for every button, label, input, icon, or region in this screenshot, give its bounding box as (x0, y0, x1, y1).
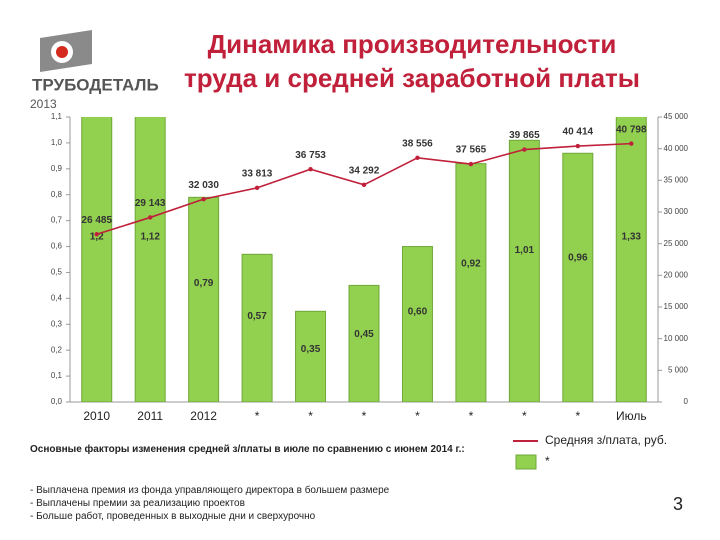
y-tick-label: 0,4 (51, 293, 63, 302)
line-point (522, 147, 527, 152)
y-tick-label: 1,1 (51, 112, 63, 121)
bar-label: 0,45 (354, 329, 374, 340)
x-tick-label: * (308, 409, 313, 423)
y-tick-label: 0,7 (51, 216, 63, 225)
legend-bar (515, 454, 537, 470)
line-point (361, 182, 367, 188)
line-label: 37 565 (456, 145, 487, 156)
note: - Выплачены премии за реализацию проекто… (30, 498, 245, 509)
x-tick-label: * (522, 409, 527, 423)
line-point (468, 161, 474, 167)
notes: - Выплачена премия из фонда управляющего… (30, 484, 389, 523)
bar-label: 0,96 (568, 252, 588, 263)
bar-label: 0,57 (247, 311, 267, 322)
line-point (575, 143, 581, 149)
y2-tick-label: 40 000 (664, 144, 689, 153)
bar-label: 1,01 (515, 245, 535, 256)
x-tick-label: 2012 (190, 409, 217, 423)
line-label: 32 030 (188, 180, 219, 191)
line-label: 38 556 (402, 138, 433, 149)
logo-text: ТРУБОДЕТАЛЬ (32, 75, 159, 94)
line-point (147, 215, 153, 220)
bar (134, 117, 166, 402)
y-tick-label: 0,8 (51, 190, 63, 199)
notes-heading: Основные факторы изменения средней з/пла… (30, 444, 465, 455)
y2-tick-label: 15 000 (664, 302, 689, 311)
y-tick-label: 0,2 (51, 345, 63, 354)
year: 2013 (30, 97, 57, 111)
x-tick-label: * (362, 409, 367, 423)
line-point (201, 196, 206, 202)
bar (188, 196, 220, 402)
line-label: 33 813 (242, 168, 273, 179)
y2-tick-label: 10 000 (664, 334, 689, 343)
line-label: 36 753 (295, 150, 326, 161)
title: труда и средней заработной платы (184, 63, 640, 93)
line-label: 39 865 (509, 130, 540, 141)
bar-label: 1,12 (140, 231, 160, 242)
x-tick-label: 2011 (137, 409, 163, 423)
line-point (629, 141, 634, 146)
note: - Больше работ, проведенных в выходные д… (30, 511, 316, 522)
y2-tick-label: 35 000 (664, 175, 689, 184)
bar-label: 1,33 (622, 231, 642, 242)
y-tick-label: 1,0 (51, 138, 63, 147)
page-number: 3 (673, 494, 683, 514)
bar (348, 284, 380, 402)
y2-tick-label: 5 000 (668, 365, 689, 374)
line-point (254, 185, 260, 191)
x-tick-label: Июль (616, 409, 647, 423)
legend-label: * (545, 454, 550, 468)
y-tick-label: 0,3 (51, 319, 63, 328)
y-tick-label: 0,0 (51, 397, 63, 406)
line-point (308, 167, 313, 172)
note: - Выплачена премия из фонда управляющего… (30, 485, 390, 496)
bar (401, 246, 433, 402)
x-tick-label: * (469, 409, 474, 423)
title: Динамика производительности (208, 29, 617, 59)
x-tick-label: * (255, 409, 260, 423)
x-tick-label: * (575, 409, 580, 423)
y-tick-label: 0,9 (51, 164, 63, 173)
y-tick-label: 0,5 (51, 268, 63, 277)
line-label: 29 143 (135, 198, 166, 209)
y-tick-label: 0,1 (51, 371, 63, 380)
y2-tick-label: 30 000 (664, 207, 689, 216)
x-tick-label: 2010 (83, 409, 110, 423)
y2-tick-label: 45 000 (664, 112, 689, 121)
bar (615, 117, 647, 402)
x-tick-label: * (415, 409, 420, 423)
bar-label: 1,2 (90, 231, 104, 242)
line-label: 40 414 (563, 127, 594, 138)
line-label: 26 485 (81, 215, 112, 226)
bar (562, 152, 594, 402)
y2-tick-label: 25 000 (664, 239, 689, 248)
bar-label: 0,35 (301, 344, 321, 355)
line-label: 34 292 (349, 165, 380, 176)
bar-label: 0,79 (194, 278, 214, 289)
y2-tick-label: 20 000 (664, 270, 689, 279)
bar (295, 310, 327, 402)
bar (81, 117, 113, 402)
bar (508, 139, 540, 402)
y-tick-label: 0,6 (51, 242, 63, 251)
bar-label: 0,60 (408, 306, 428, 317)
line (96, 142, 632, 236)
line-point (415, 155, 420, 161)
bar (241, 253, 273, 402)
y2-tick-label: 0 (684, 397, 689, 406)
line-point (94, 232, 99, 237)
legend-label: Средняя з/плата, руб. (545, 433, 667, 447)
line-label: 40 798 (616, 124, 647, 135)
bar (455, 163, 487, 402)
logo (40, 30, 92, 72)
bar-label: 0,92 (461, 258, 481, 269)
